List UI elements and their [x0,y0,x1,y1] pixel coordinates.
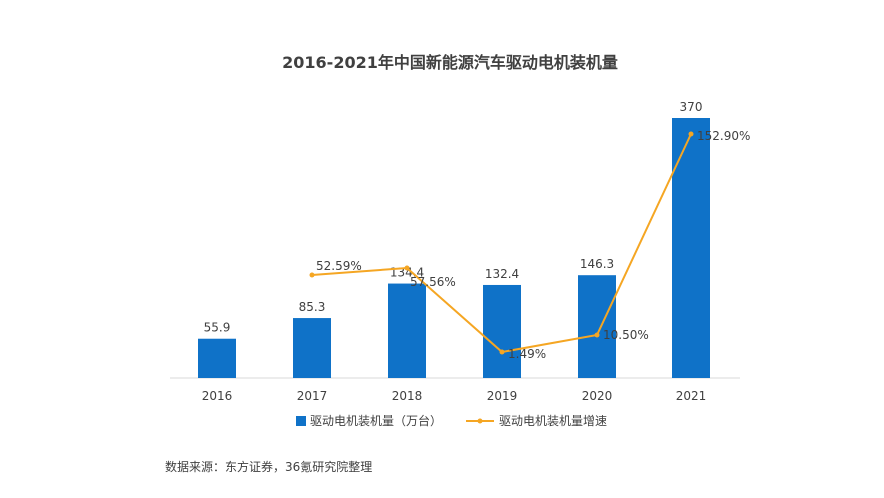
x-tick-2017: 2017 [297,389,328,403]
growth-point-2021 [688,131,694,137]
growth-line-series [309,131,694,355]
bar-value-label-2020: 146.3 [580,257,614,271]
growth-point-2017 [309,272,315,278]
growth-point-2019 [499,349,505,355]
legend-line-label: 驱动电机装机量增速 [499,414,607,428]
x-tick-2019: 2019 [487,389,518,403]
legend: 驱动电机装机量（万台） 驱动电机装机量增速 [296,413,607,428]
source-note: 数据来源：东方证券，36氪研究院整理 [165,460,373,474]
bar-value-label-2019: 132.4 [485,267,519,281]
growth-point-2018 [404,265,410,271]
growth-rate-label-2018: 57.56% [410,275,456,289]
x-tick-2020: 2020 [582,389,613,403]
growth-rate-label-2019: 1.49% [508,347,546,361]
legend-line-marker [477,418,483,424]
bar-2018 [388,283,426,378]
bar-2017 [293,318,331,378]
x-tick-2018: 2018 [392,389,423,403]
growth-rate-label-2020: 10.50% [603,328,649,342]
chart-title: 2016-2021年中国新能源汽车驱动电机装机量 [282,53,618,72]
growth-rate-labels: 52.59% 57.56% 1.49% 10.50% 152.90% [316,129,750,361]
bar-value-label-2021: 370 [680,100,703,114]
x-tick-labels: 2016 2017 2018 2019 2020 2021 [202,389,707,403]
legend-bar-label: 驱动电机装机量（万台） [310,413,442,428]
bar-2019 [483,284,521,378]
bar-series [198,118,710,378]
x-tick-2016: 2016 [202,389,233,403]
bar-2020 [578,275,616,378]
bar-2016 [198,338,236,378]
bar-value-label-2016: 55.9 [204,321,231,335]
x-tick-2021: 2021 [676,389,707,403]
bar-value-label-2017: 85.3 [299,300,326,314]
growth-point-2020 [594,332,600,338]
growth-rate-label-2021: 152.90% [697,129,750,143]
growth-rate-label-2017: 52.59% [316,259,362,273]
bar-2021 [672,118,710,378]
legend-bar-swatch [296,416,306,426]
